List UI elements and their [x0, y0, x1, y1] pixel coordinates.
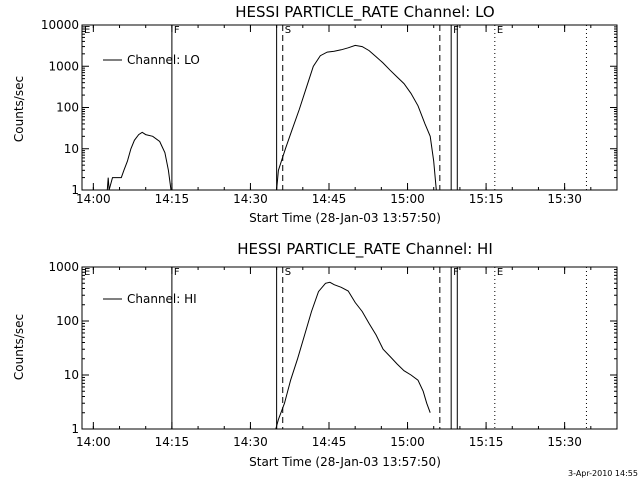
event-marker-label: S [285, 267, 291, 278]
event-marker-label: F [174, 25, 180, 36]
y-tick-label: 10000 [41, 18, 79, 32]
event-marker-label: F [453, 267, 459, 278]
series-line [106, 131, 172, 191]
x-tick-label: 15:30 [547, 192, 582, 206]
event-marker-label: E [497, 267, 503, 278]
x-tick-label: 14:15 [155, 192, 190, 206]
x-tick-label: 14:45 [312, 435, 347, 449]
panel-hi: HESSI PARTICLE_RATE Channel: HI Start Ti… [12, 240, 618, 469]
panel-lo: HESSI PARTICLE_RATE Channel: LO Start Ti… [12, 3, 618, 225]
y-tick-label: 1 [71, 183, 79, 197]
y-axis-label: Counts/sec [12, 314, 26, 380]
x-tick-label: 15:00 [390, 435, 425, 449]
series-line [275, 281, 431, 430]
x-axis-label: Start Time (28-Jan-03 13:57:50) [249, 455, 441, 469]
x-tick-label: 15:00 [390, 192, 425, 206]
x-tick-label: 14:30 [233, 435, 268, 449]
y-tick-label: 10 [64, 368, 79, 382]
x-tick-label: 14:00 [76, 192, 111, 206]
chart-title: HESSI PARTICLE_RATE Channel: HI [237, 240, 493, 259]
x-tick-label: 15:15 [469, 435, 504, 449]
y-tick-label: 100 [56, 314, 79, 328]
timestamp: 3-Apr-2010 14:55 [568, 469, 638, 478]
y-tick-label: 100 [56, 101, 79, 115]
series-line [276, 44, 437, 191]
event-marker-label: E [84, 25, 90, 36]
x-tick-label: 14:30 [233, 192, 268, 206]
legend: Channel: LO [103, 53, 200, 67]
event-marker-label: S [285, 25, 291, 36]
y-tick-label: 10 [64, 142, 79, 156]
plot-frame [81, 24, 618, 191]
y-tick-label: 1 [71, 422, 79, 436]
y-axis-label: Counts/sec [12, 76, 26, 142]
x-tick-label: 14:00 [76, 435, 111, 449]
event-marker-label: F [453, 25, 459, 36]
legend-label: Channel: HI [127, 292, 197, 306]
legend: Channel: HI [103, 292, 197, 306]
y-tick-label: 1000 [48, 59, 79, 73]
y-tick-label: 1000 [48, 260, 79, 274]
x-tick-label: 14:45 [312, 192, 347, 206]
chart-title: HESSI PARTICLE_RATE Channel: LO [235, 3, 494, 22]
x-axis-label: Start Time (28-Jan-03 13:57:50) [249, 211, 441, 225]
event-marker-label: E [84, 267, 90, 278]
x-tick-label: 15:30 [547, 435, 582, 449]
event-marker-label: E [497, 25, 503, 36]
legend-label: Channel: LO [127, 53, 200, 67]
x-tick-label: 15:15 [469, 192, 504, 206]
event-marker-label: F [174, 267, 180, 278]
x-tick-label: 14:15 [155, 435, 190, 449]
